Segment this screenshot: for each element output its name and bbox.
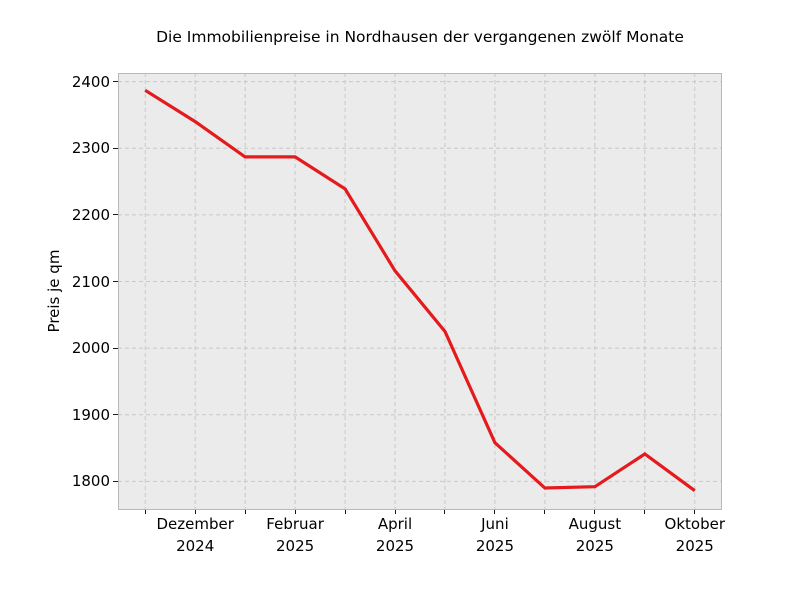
y-tick-label: 2100 xyxy=(71,272,110,291)
y-tick-mark xyxy=(113,480,118,482)
x-tick-label: April 2025 xyxy=(340,514,450,557)
x-tick-year: 2025 xyxy=(675,536,714,555)
plot-svg xyxy=(118,73,722,510)
x-tick-year: 2024 xyxy=(176,536,215,555)
x-tick-mark xyxy=(194,510,196,514)
x-tick-month: Juni xyxy=(481,515,509,533)
x-tick-mark xyxy=(544,510,546,514)
x-tick-mark xyxy=(494,510,496,514)
x-tick-year: 2025 xyxy=(575,536,614,555)
x-tick-mark xyxy=(444,510,446,514)
x-tick-mark xyxy=(344,510,346,514)
chart-title: Die Immobilienpreise in Nordhausen der v… xyxy=(156,28,684,46)
x-tick-month: August xyxy=(568,515,622,533)
x-tick-month: Oktober xyxy=(664,515,725,533)
y-tick-label: 1900 xyxy=(71,405,110,424)
x-tick-mark xyxy=(644,510,646,514)
x-tick-label: Juni 2025 xyxy=(440,514,550,557)
y-tick-label: 2000 xyxy=(71,339,110,358)
y-tick-label: 2400 xyxy=(71,72,110,91)
x-tick-label: Februar 2025 xyxy=(240,514,350,557)
x-tick-label: Oktober 2025 xyxy=(640,514,750,557)
x-tick-mark xyxy=(394,510,396,514)
x-tick-mark xyxy=(694,510,696,514)
y-tick-label: 2300 xyxy=(71,139,110,158)
price-line xyxy=(144,88,696,492)
x-tick-year: 2025 xyxy=(475,536,515,555)
y-tick-mark xyxy=(113,81,118,83)
x-tick-mark xyxy=(594,510,596,514)
plot-area xyxy=(118,73,722,510)
x-tick-label: August 2025 xyxy=(540,514,650,557)
x-tick-mark xyxy=(244,510,246,514)
y-tick-mark xyxy=(113,414,118,416)
y-tick-label: 1800 xyxy=(71,472,110,491)
y-tick-mark xyxy=(113,281,118,282)
x-tick-month: April xyxy=(377,515,413,533)
x-tick-label: Dezember 2024 xyxy=(140,514,250,557)
y-tick-label: 2200 xyxy=(71,205,110,224)
x-tick-mark xyxy=(144,510,146,514)
x-tick-year: 2025 xyxy=(276,536,315,555)
x-tick-month: Dezember xyxy=(156,515,234,533)
x-tick-month: Februar xyxy=(266,515,324,533)
x-tick-mark xyxy=(294,510,296,514)
y-tick-mark xyxy=(113,214,118,216)
plot-frame xyxy=(118,73,722,510)
x-tick-year: 2025 xyxy=(375,536,415,555)
plot-background xyxy=(118,73,722,510)
y-tick-mark xyxy=(113,147,118,149)
y-tick-mark xyxy=(113,347,118,349)
